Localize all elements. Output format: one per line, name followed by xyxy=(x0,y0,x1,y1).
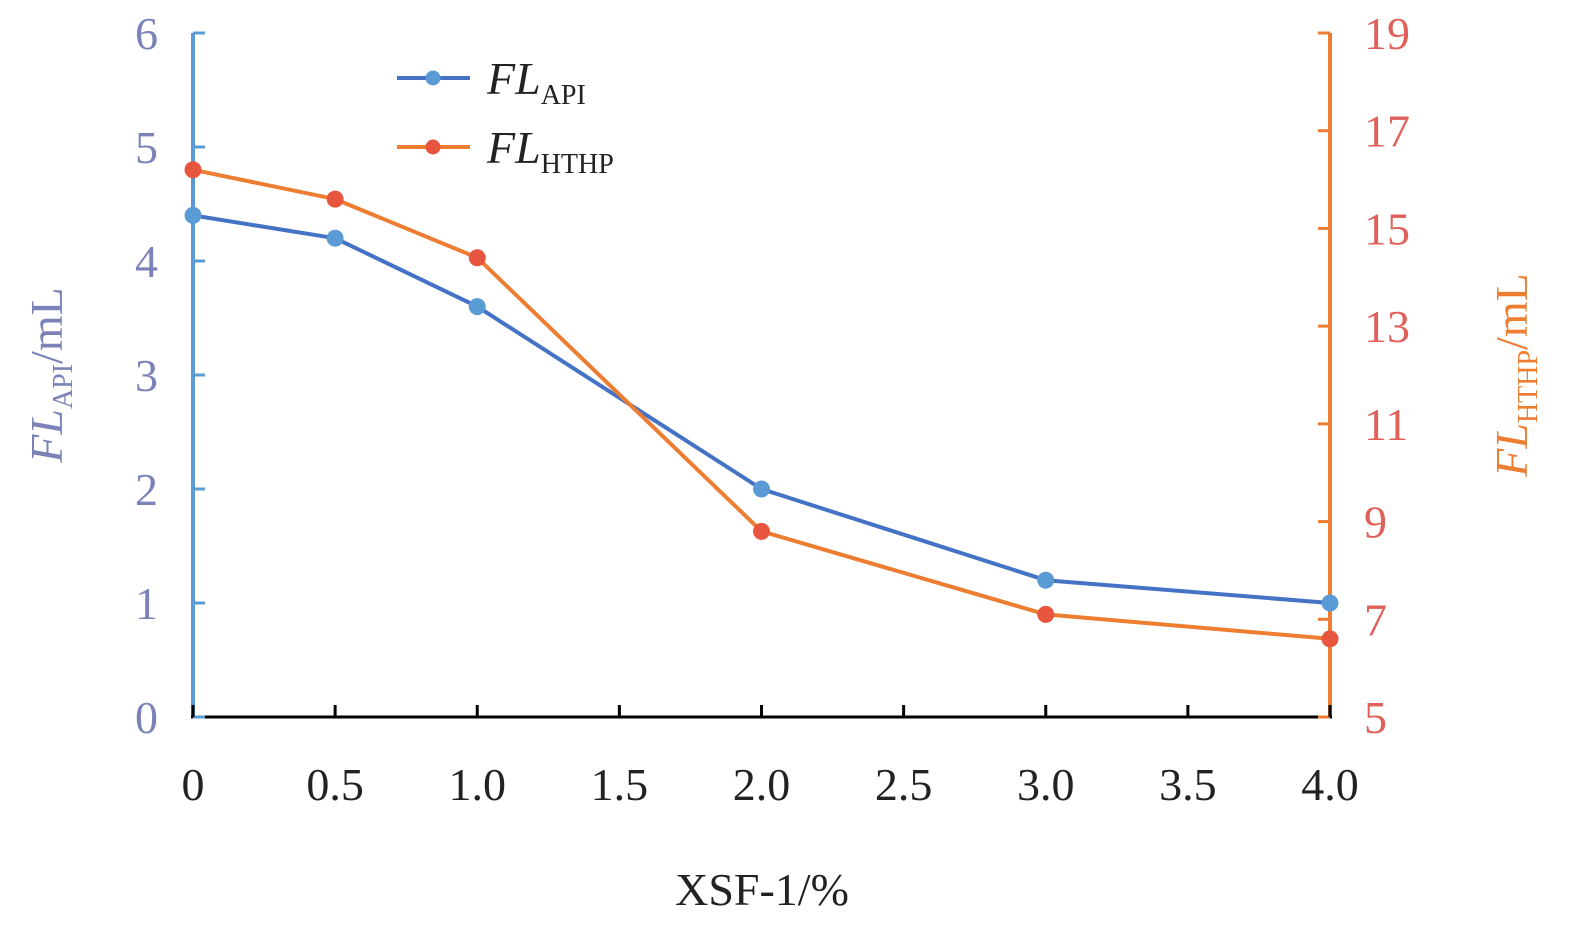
x-tick-label: 2.0 xyxy=(733,759,791,810)
right-y-tick-label: 19 xyxy=(1364,8,1410,59)
series-api xyxy=(184,206,1339,612)
right-axis-title-main: FL xyxy=(1486,423,1537,478)
data-point-hthp xyxy=(184,161,202,179)
left-axis-title-sub: API xyxy=(48,364,79,409)
data-point-hthp xyxy=(468,249,486,267)
data-point-hthp xyxy=(1321,630,1339,648)
x-tick-label: 2.5 xyxy=(875,759,933,810)
left-axis-title-unit: /mL xyxy=(21,287,72,364)
x-tick-label: 0.5 xyxy=(306,759,364,810)
x-tick-label: 1.5 xyxy=(591,759,649,810)
right-y-tick-label: 15 xyxy=(1364,203,1410,254)
series-line-hthp xyxy=(192,167,1331,641)
left-y-tick-label: 5 xyxy=(135,122,158,173)
left-axis-title-main: FL xyxy=(21,409,72,464)
data-point-api xyxy=(1321,594,1339,612)
x-tick-label: 0 xyxy=(182,759,205,810)
legend-label-hthp: FLHTHP xyxy=(486,122,614,180)
right-axis-title: FLHTHP/mL xyxy=(1486,273,1544,477)
left-axis-title: FLAPI/mL xyxy=(21,287,79,463)
left-y-tick-label: 0 xyxy=(135,692,158,743)
left-y-tick-label: 3 xyxy=(135,350,158,401)
x-axis-title: XSF-1/% xyxy=(675,864,849,915)
x-tick-label: 3.5 xyxy=(1159,759,1217,810)
right-y-tick-label: 5 xyxy=(1364,692,1387,743)
legend-marker-hthp xyxy=(425,139,441,155)
tick-labels: 0 1 2 3 4 5 6 5 7 9 11 13 15 17 19 0 0.5 1.0 1.5 2.0 2.5 3.0 3… xyxy=(135,8,1410,810)
left-y-tick-label: 1 xyxy=(135,578,158,629)
right-y-tick-label: 9 xyxy=(1364,497,1387,548)
legend-marker-api xyxy=(425,70,441,86)
data-point-api xyxy=(468,298,486,316)
right-y-tick-label: 11 xyxy=(1364,399,1408,450)
series-line-api xyxy=(192,213,1331,605)
right-y-tick-label: 13 xyxy=(1364,301,1410,352)
data-point-api xyxy=(1037,571,1055,589)
legend: FLAPI FLHTHP xyxy=(397,53,614,180)
x-tick-label: 4.0 xyxy=(1301,759,1359,810)
left-y-tick-label: 2 xyxy=(135,464,158,515)
series-layer xyxy=(184,161,1339,648)
data-point-api xyxy=(326,229,344,247)
data-point-api xyxy=(184,206,202,224)
x-tick-label: 3.0 xyxy=(1017,759,1075,810)
legend-label-api: FLAPI xyxy=(486,53,586,111)
axes xyxy=(191,31,1332,719)
right-axis-title-unit: /mL xyxy=(1486,273,1537,350)
data-point-hthp xyxy=(326,190,344,208)
data-point-api xyxy=(753,480,770,498)
right-axis-title-sub: HTHP xyxy=(1513,350,1544,423)
left-y-tick-label: 6 xyxy=(135,8,158,59)
series-hthp xyxy=(184,161,1339,648)
data-point-hthp xyxy=(753,522,770,540)
x-tick-label: 1.0 xyxy=(449,759,507,810)
right-y-tick-label: 17 xyxy=(1364,106,1410,157)
data-point-hthp xyxy=(1037,605,1055,623)
right-y-tick-label: 7 xyxy=(1364,594,1387,645)
left-y-tick-label: 4 xyxy=(135,236,158,287)
